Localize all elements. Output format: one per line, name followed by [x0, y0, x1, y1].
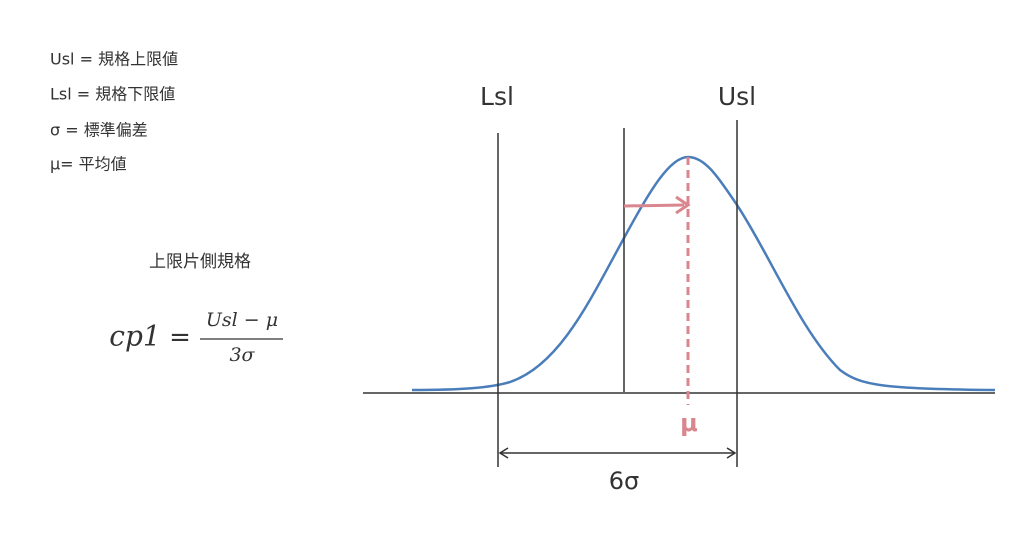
- width-label: 6σ: [609, 467, 639, 495]
- formula-title: 上限片側規格: [149, 252, 251, 272]
- legend-item: μ= 平均値: [50, 155, 127, 174]
- legend-item: σ = 標準偏差: [50, 121, 148, 140]
- dimension-arrows: [498, 447, 737, 459]
- formula-numerator: Usl − μ: [206, 309, 278, 331]
- mean-arrow: [623, 203, 685, 208]
- lsl-label: Lsl: [480, 82, 514, 111]
- mean-arrow-head: [675, 195, 691, 215]
- legend-item: Lsl = 規格下限値: [50, 85, 175, 104]
- usl-label: Usl: [718, 82, 756, 111]
- legend-item: Usl = 規格上限値: [50, 50, 178, 69]
- formula-denominator: 3σ: [229, 344, 255, 366]
- mean-label: μ: [680, 409, 698, 437]
- formula-lhs: cp1: [109, 320, 160, 353]
- formula-equals: =: [169, 323, 191, 353]
